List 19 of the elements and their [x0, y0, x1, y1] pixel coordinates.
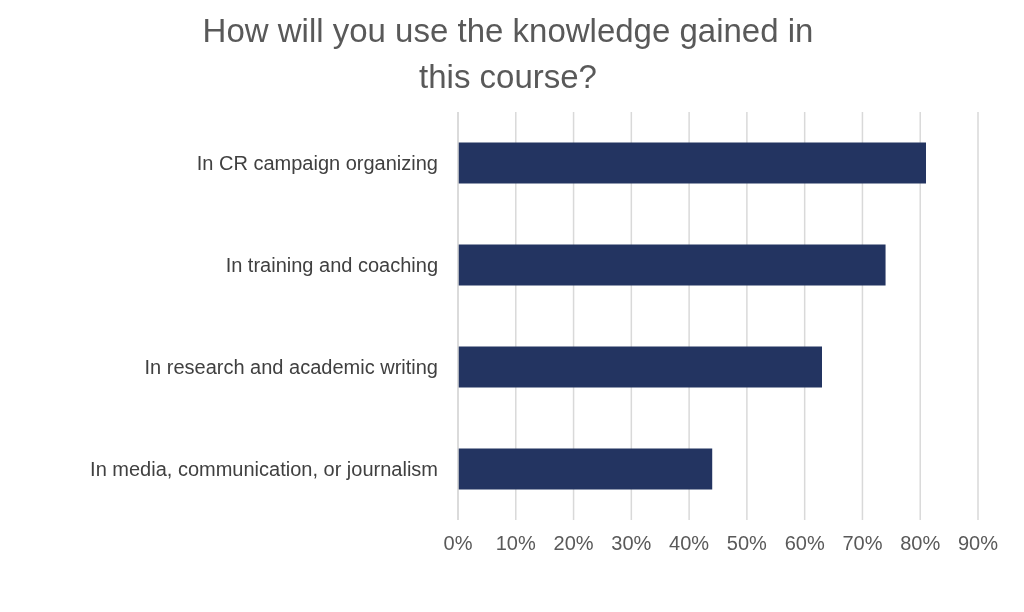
x-tick-label: 50% — [726, 532, 768, 555]
x-tick-label: 90% — [957, 532, 999, 555]
y-tick-label: In training and coaching — [225, 254, 438, 277]
y-tick-label: In media, communication, or journalism — [90, 458, 438, 481]
x-tick-label: 70% — [842, 532, 883, 555]
y-tick-label: In CR campaign organizing — [196, 152, 438, 175]
x-tick-label: 60% — [784, 532, 825, 555]
y-tick-label: In research and academic writing — [144, 356, 438, 379]
x-tick-label: 10% — [495, 532, 537, 555]
chart-title: How will you use the knowledge gained in this course? — [201, 11, 815, 97]
bar — [458, 142, 926, 184]
x-tick-label: 40% — [669, 532, 710, 555]
bar — [458, 244, 886, 286]
bar — [458, 346, 822, 388]
x-tick-label: 20% — [553, 532, 594, 555]
x-tick-label: 30% — [611, 532, 652, 555]
bar — [458, 448, 713, 490]
x-tick-label: 0% — [443, 532, 473, 555]
x-tick-label: 80% — [900, 532, 941, 555]
